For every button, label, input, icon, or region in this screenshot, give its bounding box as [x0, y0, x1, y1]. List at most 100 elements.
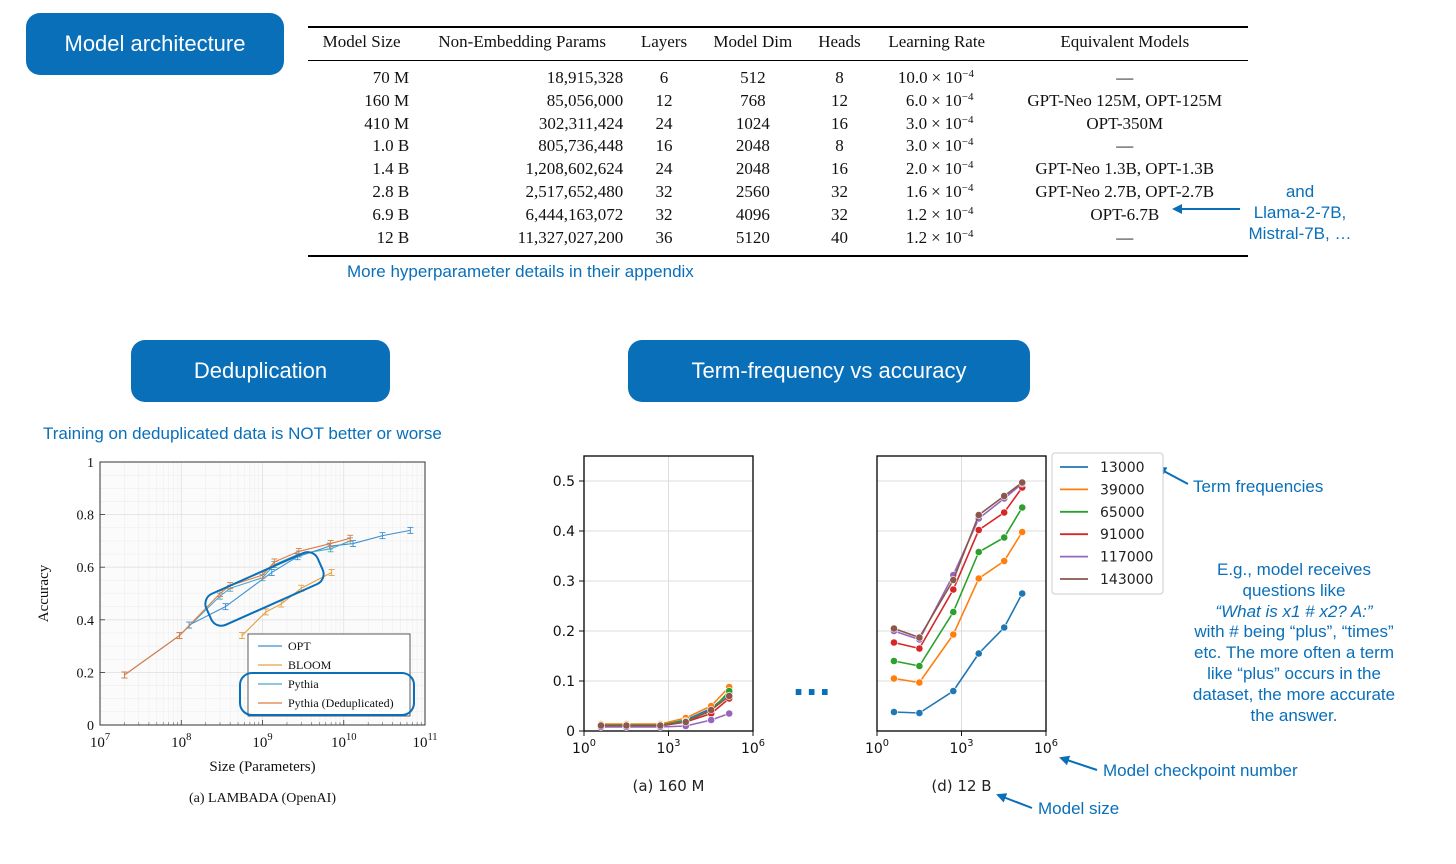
checkpoint-note: Model checkpoint number — [1103, 761, 1298, 780]
cell-layers: 24 — [655, 113, 673, 133]
data-point — [1018, 528, 1027, 536]
tick-exponent: 6 — [759, 738, 765, 749]
cell-equivalent-models: — — [1001, 226, 1248, 258]
data-point — [681, 718, 690, 726]
table-body: 70 M 18,915,328 6 512 8 10.0 × 10−4—160 M 85,056… — [308, 61, 1248, 258]
dedup-highlight — [204, 551, 325, 627]
data-point — [1000, 623, 1009, 632]
header-model-dim: Model Dim — [698, 27, 807, 61]
lr-exponent: −4 — [961, 90, 974, 103]
data-point — [890, 657, 898, 665]
cell-model-dim: 768 — [740, 90, 766, 110]
lr-base: 10 — [944, 90, 962, 110]
x-tick-label: 108 — [171, 732, 191, 751]
legend-label: BLOOM — [288, 658, 332, 672]
header-equivalent-models: Equivalent Models — [1001, 27, 1248, 61]
and-models-note: and Llama-2-7B, Mistral-7B, … — [1240, 181, 1360, 244]
y-tick-label: 0.5 — [553, 474, 575, 490]
tick-exponent: 3 — [674, 738, 680, 749]
example-line: questions like — [1242, 580, 1346, 600]
term-freq-12b-chart: 100 103 106(d) 12 B13000390006500091000117… — [865, 452, 1164, 795]
lr-base: 10 — [944, 227, 962, 247]
header-learning-rate: Learning Rate — [871, 27, 1002, 61]
data-point — [890, 708, 898, 716]
lr-times: × — [931, 227, 941, 247]
series-line-65000 — [893, 507, 1023, 667]
table-row: 410 M 302,311,424 24 1024 16 3.0 × 10−4 OPT-350M — [308, 113, 1248, 136]
y-tick-label: 0.1 — [553, 674, 575, 690]
example-line: dataset, the more accurate — [1192, 684, 1396, 704]
data-point — [622, 721, 631, 730]
data-point — [974, 548, 983, 556]
cell-heads: 12 — [830, 90, 848, 110]
tick-exponent: 8 — [186, 732, 191, 743]
term-frequency-title: Term-frequency vs accuracy — [628, 340, 1030, 402]
lr-exponent: −4 — [961, 227, 974, 240]
tick-exponent: 0 — [590, 738, 596, 749]
lr-base: 10 — [944, 136, 962, 156]
y-tick-label: 1 — [87, 456, 94, 471]
x-tick-label: 1011 — [412, 732, 437, 751]
y-axis-label: Accuracy — [36, 564, 52, 622]
lambada-chart: 107 108 109 1010 101100.20.40.60.81OPTBLOOMP… — [36, 456, 438, 806]
table-row: 160 M 85,056,000 12 768 12 6.0 × 10−4 GPT-Neo 12… — [308, 90, 1248, 113]
data-point — [949, 687, 958, 695]
data-point — [1018, 478, 1027, 487]
tick-base: 10 — [331, 735, 346, 751]
cell-params: 18,915,328 — [546, 68, 624, 87]
example-line: “What is x1 # x2? A:” — [1215, 601, 1373, 621]
y-tick-label: 0.4 — [77, 614, 95, 629]
chart-caption: (d) 12 B — [931, 777, 991, 795]
data-point — [890, 638, 898, 647]
cell-equivalent-models: GPT-Neo 2.7B, OPT-2.7B — [1035, 181, 1215, 201]
legend-label: Pythia (Deduplicated) — [288, 696, 394, 710]
tick-base: 10 — [949, 741, 967, 757]
data-point — [949, 630, 958, 639]
pythia-legend-highlight — [239, 672, 415, 716]
cell-model-size: 6.9 B — [372, 204, 410, 224]
cell-layers: 32 — [655, 181, 673, 201]
series-line-13000 — [893, 593, 1023, 714]
table-row: 70 M 18,915,328 6 512 8 10.0 × 10−4 — — [308, 61, 1248, 90]
legend-label: 117000 — [1100, 550, 1153, 566]
cell-model-size: 1.0 B — [372, 136, 410, 156]
cell-heads: 40 — [806, 226, 872, 258]
tick-base: 10 — [572, 741, 590, 757]
legend-label: Pythia — [288, 677, 319, 691]
lr-mantissa: 10.0 — [897, 68, 928, 87]
y-tick-label: 0.4 — [553, 524, 575, 540]
cell-params: 11,327,027,200 — [415, 226, 630, 258]
data-point — [890, 624, 898, 633]
cell-learning-rate: 2.0 × 10−4 — [872, 158, 1002, 181]
lr-times: × — [931, 68, 942, 87]
cell-equivalent-models: — — [1116, 136, 1134, 156]
y-tick-label: 0 — [87, 719, 94, 734]
data-point — [1000, 533, 1009, 542]
data-point — [1000, 508, 1009, 517]
and-models-line: and — [1285, 182, 1315, 201]
data-point — [915, 633, 924, 642]
legend-label: OPT — [288, 639, 311, 653]
data-point — [915, 644, 924, 653]
table-row: 1.0 B 805,736,448 16 2048 8 3.0 × 10−4 — — [308, 135, 1248, 158]
lr-mantissa: 1.2 — [905, 204, 928, 224]
legend-label: 143000 — [1100, 572, 1153, 588]
and-models-line: Llama-2-7B, — [1253, 203, 1347, 222]
table-row: 6.9 B 6,444,163,072 32 4096 32 1.2 × 10−4 OPT-6.… — [308, 204, 1248, 227]
cell-heads: 8 — [835, 136, 844, 156]
lr-base: 10 — [944, 159, 962, 179]
cell-model-dim: 2048 — [735, 136, 770, 156]
series-line-91000 — [893, 487, 1023, 650]
data-point — [915, 709, 924, 717]
lr-exponent: −4 — [962, 68, 974, 80]
data-point — [1018, 503, 1027, 512]
lr-times: × — [931, 159, 941, 179]
cell-model-dim: 2560 — [735, 181, 770, 201]
cell-learning-rate: 1.6 × 10−4 — [872, 181, 1002, 204]
cell-learning-rate: 3.0 × 10−4 — [872, 135, 1002, 158]
data-point — [1018, 589, 1027, 598]
cell-equivalent-models: — — [1116, 68, 1134, 87]
tick-exponent: 10 — [346, 732, 357, 743]
x-tick-label: 103 — [949, 738, 973, 757]
hyperparameter-table: Model Size Non-Embedding Params Layers M… — [308, 26, 1248, 258]
